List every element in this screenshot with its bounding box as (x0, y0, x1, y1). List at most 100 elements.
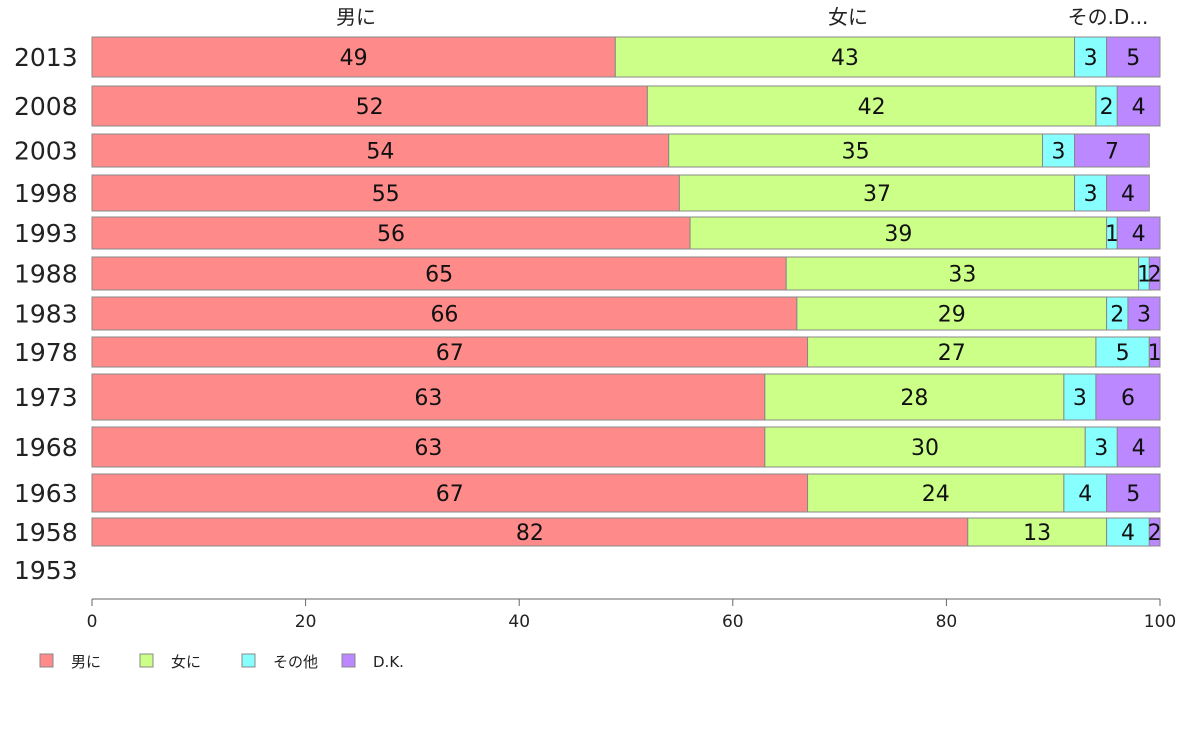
value-label-2008-0: 52 (356, 95, 384, 120)
bar-segment-1973-0 (91, 373, 766, 421)
value-label-1993-3: 4 (1132, 222, 1146, 247)
bar-segment-1983-1 (796, 296, 1108, 331)
value-label-1963-3: 5 (1126, 482, 1140, 507)
x-tick-label-100: 100 (1144, 612, 1176, 632)
legend-label-0: 男に (71, 653, 101, 671)
bar-segment-1993-1 (689, 216, 1108, 250)
value-label-1998-2: 3 (1084, 182, 1098, 207)
bar-segment-1998-3 (1106, 174, 1150, 212)
value-label-1988-2: 1 (1137, 263, 1151, 288)
bar-segment-1963-1 (807, 473, 1065, 513)
year-label-1973: 1973 (14, 383, 78, 412)
year-label-1958: 1958 (14, 518, 78, 547)
bar-segment-1968-3 (1116, 426, 1161, 468)
value-label-1978-0: 67 (436, 341, 464, 366)
bar-segment-1978-3 (1148, 336, 1161, 368)
value-label-1963-2: 4 (1078, 482, 1092, 507)
bar-segment-2008-0 (91, 85, 648, 127)
bar-segment-2008-1 (646, 85, 1097, 127)
x-tick-label-60: 60 (722, 612, 744, 632)
bar-segment-1973-3 (1095, 373, 1161, 421)
bar-segment-1998-2 (1074, 174, 1108, 212)
value-label-1963-1: 24 (922, 482, 950, 507)
value-label-1958-1: 13 (1023, 521, 1051, 546)
value-label-2003-3: 7 (1105, 140, 1119, 165)
value-label-1983-2: 2 (1110, 303, 1124, 328)
value-label-1988-3: 2 (1148, 263, 1162, 288)
bar-segment-1988-1 (785, 256, 1140, 291)
value-label-2008-1: 42 (858, 95, 886, 120)
value-label-1978-1: 27 (938, 341, 966, 366)
value-label-1968-1: 30 (911, 436, 939, 461)
legend-swatch-1 (139, 653, 154, 668)
value-label-1988-1: 33 (948, 263, 976, 288)
bar-segment-1993-0 (91, 216, 691, 250)
value-label-2003-1: 35 (842, 140, 870, 165)
value-label-2008-2: 2 (1100, 95, 1114, 120)
value-label-1973-0: 63 (414, 386, 442, 411)
value-label-1993-2: 1 (1105, 222, 1119, 247)
year-label-2008: 2008 (14, 92, 78, 121)
legend-label-3: D.K. (373, 653, 404, 671)
value-label-2013-1: 43 (831, 46, 859, 71)
value-label-2008-3: 4 (1132, 95, 1146, 120)
x-tick-label-40: 40 (508, 612, 530, 632)
value-label-2013-3: 5 (1126, 46, 1140, 71)
value-label-1958-2: 4 (1121, 521, 1135, 546)
value-label-1968-2: 3 (1094, 436, 1108, 461)
bar-segment-2003-0 (91, 133, 670, 168)
legend: 男に 女に その他 D.K. (39, 653, 404, 671)
bar-segment-2013-0 (91, 36, 616, 78)
bar-segment-1983-0 (91, 296, 798, 331)
value-label-1998-0: 55 (372, 182, 400, 207)
bar-segment-2003-1 (668, 133, 1044, 168)
bar-segment-2003-2 (1042, 133, 1076, 168)
value-label-1973-2: 3 (1073, 386, 1087, 411)
year-label-1953: 1953 (14, 556, 78, 585)
year-label-1998: 1998 (14, 179, 78, 208)
year-label-1993: 1993 (14, 219, 78, 248)
value-label-1998-3: 4 (1121, 182, 1135, 207)
value-label-1968-3: 4 (1132, 436, 1146, 461)
value-label-1983-3: 3 (1137, 303, 1151, 328)
bar-segment-1998-0 (91, 174, 680, 212)
bar-segment-1973-1 (764, 373, 1065, 421)
legend-swatch-3 (341, 653, 356, 668)
value-label-1988-0: 65 (425, 263, 453, 288)
legend-swatch-2 (241, 653, 256, 668)
value-label-1978-3: 1 (1148, 341, 1162, 366)
value-label-1968-0: 63 (414, 436, 442, 461)
x-axis: 0 20 40 60 80 100 (87, 598, 1176, 632)
year-label-1983: 1983 (14, 300, 78, 329)
value-label-1973-3: 6 (1121, 386, 1135, 411)
year-label-2003: 2003 (14, 137, 78, 166)
bar-segment-1958-2 (1106, 517, 1150, 547)
top-series-labels: 男に 女に その.D... (336, 5, 1148, 29)
year-label-1978: 1978 (14, 338, 78, 367)
bar-segment-2013-1 (614, 36, 1076, 78)
value-label-2003-2: 3 (1052, 140, 1066, 165)
bar-segment-1998-1 (678, 174, 1076, 212)
bar-segment-1993-3 (1116, 216, 1161, 250)
value-label-1993-0: 56 (377, 222, 405, 247)
top-label-1: 女に (828, 5, 868, 29)
year-label-1963: 1963 (14, 479, 78, 508)
value-label-1958-0: 82 (516, 521, 544, 546)
top-label-0: 男に (336, 5, 376, 29)
bar-segment-2013-3 (1106, 36, 1161, 78)
bar-segment-1978-2 (1095, 336, 1150, 368)
bar-segment-1958-3 (1148, 517, 1161, 547)
value-label-1998-1: 37 (863, 182, 891, 207)
year-label-1968: 1968 (14, 433, 78, 462)
year-label-2013: 2013 (14, 43, 78, 72)
top-label-2: その.D... (1068, 5, 1149, 29)
value-label-1958-3: 2 (1148, 521, 1162, 546)
x-tick-label-20: 20 (295, 612, 317, 632)
value-label-1973-1: 28 (900, 386, 928, 411)
bar-segment-1963-3 (1106, 473, 1161, 513)
legend-label-2: その他 (273, 653, 318, 671)
legend-swatch-0 (39, 653, 54, 668)
bar-segment-2003-3 (1074, 133, 1150, 168)
bar-segment-2013-2 (1074, 36, 1108, 78)
